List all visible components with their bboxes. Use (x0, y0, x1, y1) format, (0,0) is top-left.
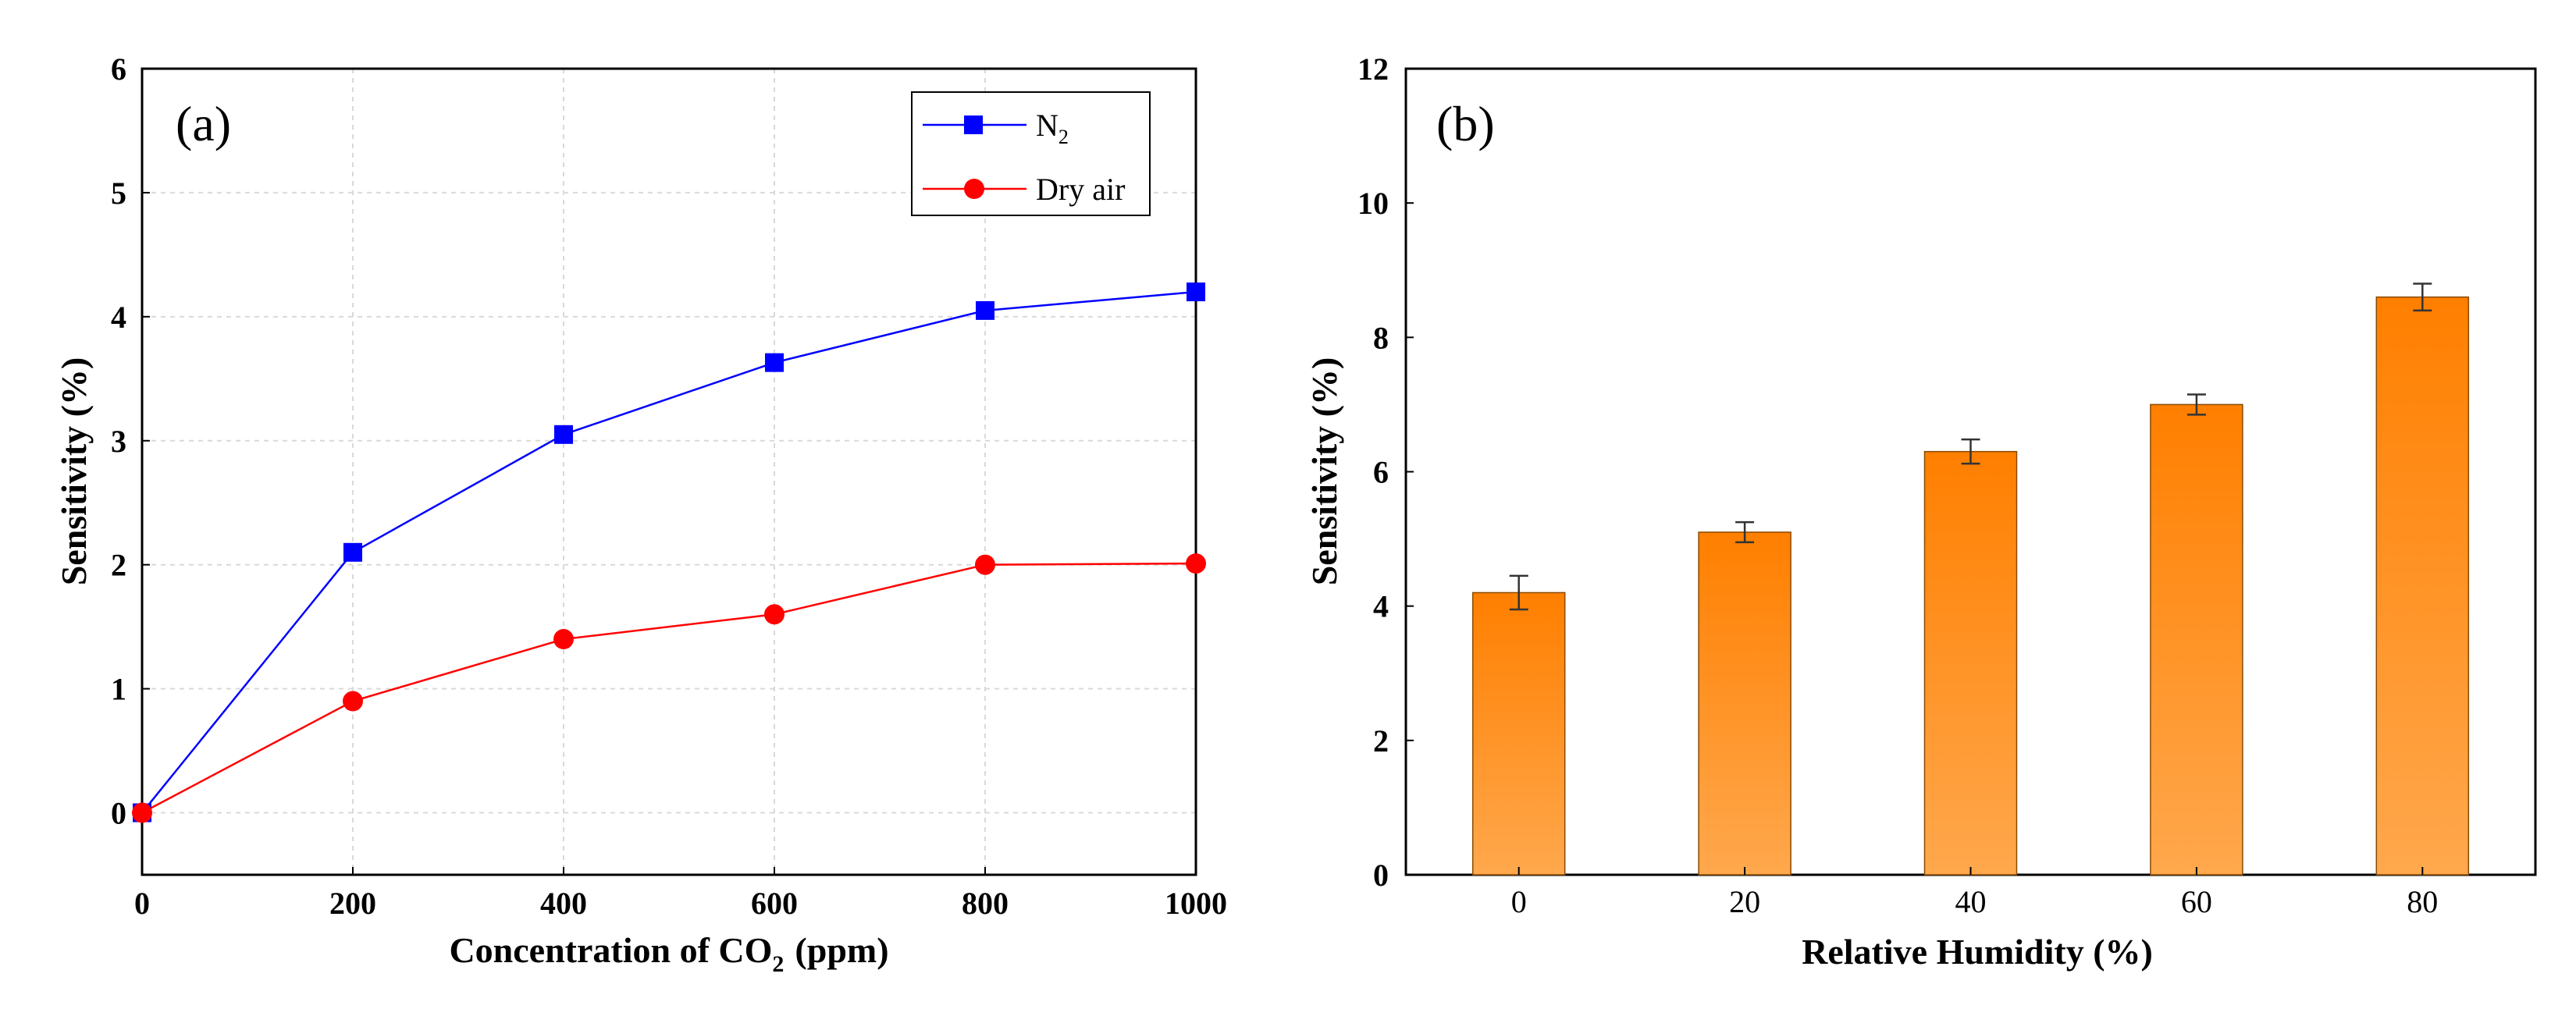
data-point (764, 604, 785, 625)
y-tick-label: 4 (111, 300, 126, 335)
x-tick-label: 600 (751, 886, 798, 921)
bar-chart-panel: 0 2 4 6 8 10 12 0 20 40 60 80 (b) Relative Humidit… (1304, 52, 2537, 972)
y-axis-title: Sensitivity (%) (54, 357, 94, 586)
x-tick-label: 400 (540, 886, 587, 921)
legend-marker-dry-air (964, 179, 984, 199)
data-point (1186, 553, 1206, 574)
x-tick-label: 200 (329, 886, 376, 921)
y-tick-label: 4 (1373, 589, 1389, 624)
data-point (343, 542, 362, 562)
data-point (765, 353, 784, 372)
line-chart-panel: 0 1 2 3 4 5 6 0 200 400 600 800 1000 (a) N2 Dry air… (54, 52, 1227, 977)
x-tick-label: 40 (1955, 884, 1987, 919)
x-tick-label: 60 (2181, 884, 2212, 919)
series-line-1 (141, 562, 1197, 814)
bar (1471, 592, 1566, 876)
data-point (554, 425, 573, 444)
data-point (976, 300, 994, 320)
y-axis-title: Sensitivity (%) (1304, 357, 1344, 586)
legend-box (911, 91, 1151, 216)
bar (2150, 403, 2243, 876)
y-tick-label: 0 (111, 796, 126, 831)
data-point (553, 629, 574, 650)
legend-label-dry-air: Dry air (1036, 172, 1125, 207)
y-tick-label: 10 (1357, 186, 1389, 221)
bars-group (1471, 282, 2470, 876)
legend-label-n2: N2 (1036, 108, 1069, 148)
data-point (975, 554, 995, 575)
panel-label: (a) (176, 96, 231, 151)
y-tick-label: 2 (1373, 723, 1389, 759)
y-tick-label: 1 (111, 672, 126, 707)
y-tick-labels: 0 1 2 3 4 5 6 (111, 52, 150, 831)
x-tick-label: 1000 (1165, 886, 1227, 921)
bar (2375, 296, 2470, 876)
bar (1923, 450, 2018, 876)
bar (1698, 531, 1791, 876)
series-line-0 (141, 290, 1197, 814)
x-tick-label: 800 (962, 886, 1009, 921)
x-tick-label: 80 (2407, 884, 2438, 919)
data-point (132, 802, 152, 823)
y-tick-label: 3 (111, 424, 126, 459)
x-tick-labels: 0 20 40 60 80 (1511, 867, 2438, 919)
x-tick-label: 0 (134, 886, 150, 921)
y-tick-label: 0 (1373, 858, 1389, 893)
x-axis-title: Concentration of CO2 (ppm) (449, 930, 888, 977)
y-tick-label: 8 (1373, 320, 1389, 355)
plot-frame (141, 67, 1197, 876)
x-tick-label: 0 (1511, 884, 1527, 919)
series-group (132, 282, 1206, 823)
x-tick-label: 20 (1729, 884, 1760, 919)
panel-label: (b) (1436, 96, 1495, 151)
x-tick-labels: 0 200 400 600 800 1000 (134, 867, 1227, 921)
y-tick-labels: 0 2 4 6 8 10 12 (1357, 52, 1414, 893)
legend-marker-n2 (964, 115, 983, 134)
y-tick-label: 5 (111, 176, 126, 211)
data-point (343, 691, 363, 712)
data-point (1187, 282, 1205, 302)
legend: N2 Dry air (911, 91, 1151, 216)
y-tick-label: 6 (1373, 455, 1389, 490)
x-axis-title: Relative Humidity (%) (1802, 932, 2153, 972)
y-tick-label: 6 (111, 52, 126, 87)
y-tick-label: 12 (1357, 52, 1389, 87)
y-tick-label: 2 (111, 548, 126, 583)
